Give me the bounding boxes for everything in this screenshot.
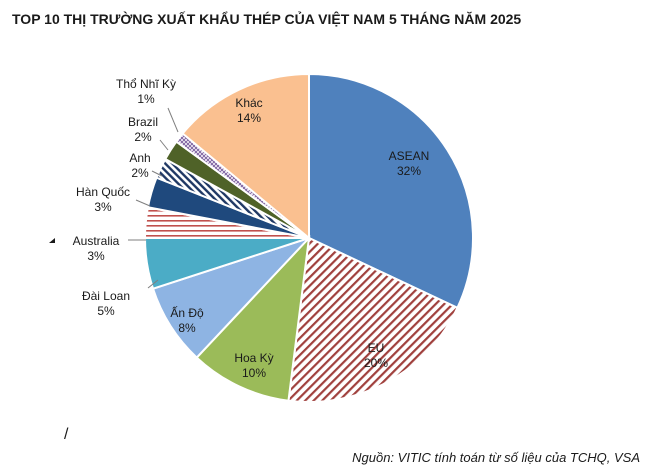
slash-mark: / xyxy=(64,426,69,443)
leader-line-brazil xyxy=(159,139,169,151)
slice-label-anh: Anh 2% xyxy=(129,151,150,180)
slice-label-dai-loan: Đài Loan 5% xyxy=(82,289,130,318)
chart-title: TOP 10 THỊ TRƯỜNG XUẤT KHẨU THÉP CỦA VIỆ… xyxy=(12,11,522,27)
leader-line-tho-nhi-ky xyxy=(167,107,179,133)
pie-slice-hoa-ky xyxy=(195,235,311,402)
pie-slice-asean xyxy=(308,72,474,310)
slice-label-tho-nhi-ky: Thổ Nhĩ Kỳ 1% xyxy=(116,77,176,106)
slice-label-an-do: Ấn Độ 8% xyxy=(170,305,204,335)
source-note: Nguồn: VITIC tính toán từ số liệu của TC… xyxy=(352,450,640,465)
leader-line-han-quoc xyxy=(135,199,151,207)
leader-line-anh xyxy=(151,170,163,177)
slice-label-australia: Australia 3% xyxy=(73,234,120,263)
pie-slice-khac xyxy=(181,72,310,241)
slice-label-hoa-ky: Hoa Kỳ 10% xyxy=(234,351,273,380)
small-triangle-marker xyxy=(49,238,55,243)
slice-label-brazil: Brazil 2% xyxy=(128,115,158,144)
pie-slice-eu xyxy=(287,236,459,404)
slice-label-khac: Khác 14% xyxy=(235,96,262,125)
leader-line-dai-loan xyxy=(147,279,159,289)
slice-label-eu: EU 20% xyxy=(364,341,388,370)
slice-label-asean: ASEAN 32% xyxy=(389,149,430,178)
slice-label-han-quoc: Hàn Quốc 3% xyxy=(76,185,130,214)
